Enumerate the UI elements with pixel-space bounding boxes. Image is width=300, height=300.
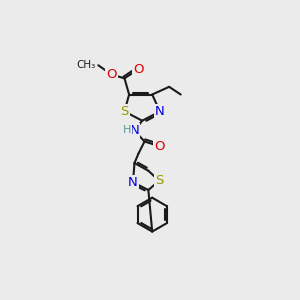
Text: O: O (106, 68, 117, 81)
Text: N: N (155, 105, 165, 118)
Text: S: S (120, 105, 129, 118)
Text: S: S (155, 174, 163, 187)
Text: CH₃: CH₃ (77, 60, 96, 70)
Text: H: H (123, 125, 131, 135)
Text: O: O (133, 63, 144, 76)
Text: O: O (154, 140, 164, 153)
Text: N: N (128, 176, 138, 189)
Text: N: N (130, 124, 140, 137)
